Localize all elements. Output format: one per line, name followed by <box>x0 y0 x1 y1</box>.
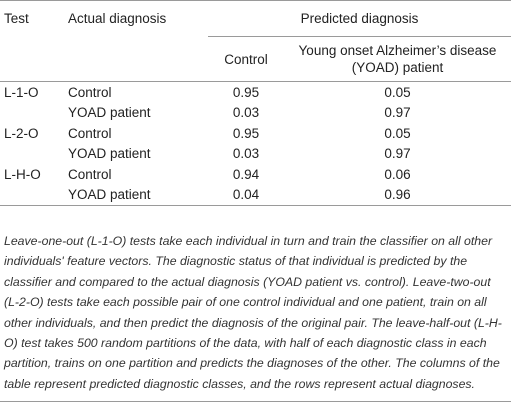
cell-control: 0.03 <box>232 105 260 121</box>
table-row: YOAD patient 0.04 0.96 <box>0 184 511 206</box>
header-empty-test <box>0 36 68 82</box>
cell-test <box>0 103 68 124</box>
cell-actual: YOAD patient <box>68 146 151 162</box>
cell-test <box>0 144 68 165</box>
cell-control: 0.95 <box>232 84 260 100</box>
header-row-2: Control Young onset Alzheimer’s disease … <box>0 36 511 82</box>
header-actual-diagnosis: Actual diagnosis <box>68 10 167 26</box>
cell-yoad: 0.05 <box>384 84 411 100</box>
cell-yoad: 0.97 <box>384 146 411 162</box>
table-row: YOAD patient 0.03 0.97 <box>0 144 511 165</box>
header-predicted-diagnosis: Predicted diagnosis <box>208 0 511 37</box>
cell-test: L-1-O <box>4 84 39 100</box>
cell-yoad: 0.06 <box>384 166 411 182</box>
cell-control: 0.95 <box>232 125 260 141</box>
table-row: L-2-O Control 0.95 0.05 <box>0 123 511 144</box>
cell-actual: YOAD patient <box>68 184 208 206</box>
table-row: YOAD patient 0.03 0.97 <box>0 103 511 124</box>
header-empty-actual <box>68 36 208 82</box>
header-yoad-line2: (YOAD) patient <box>351 60 444 75</box>
cell-test: L-H-O <box>4 166 41 182</box>
cell-control: 0.03 <box>232 146 260 162</box>
cell-test: L-2-O <box>4 125 39 141</box>
cell-actual: YOAD patient <box>68 105 151 121</box>
cell-yoad: 0.96 <box>284 184 511 206</box>
table-caption: Leave-one-out (L-1-O) tests take each in… <box>4 234 502 391</box>
cell-yoad: 0.97 <box>384 105 411 121</box>
cell-actual: Control <box>68 125 112 141</box>
table-row: L-H-O Control 0.94 0.06 <box>0 164 511 185</box>
header-yoad-line1: Young onset Alzheimer’s disease <box>298 43 497 58</box>
header-control: Control <box>208 36 284 82</box>
table-row: L-1-O Control 0.95 0.05 <box>0 82 511 103</box>
results-table: Test Actual diagnosis Predicted diagnosi… <box>0 0 511 206</box>
header-yoad: Young onset Alzheimer’s disease (YOAD) p… <box>284 36 511 82</box>
header-test: Test <box>4 10 29 26</box>
cell-control: 0.04 <box>208 184 284 206</box>
header-row-1: Test Actual diagnosis Predicted diagnosi… <box>0 0 511 37</box>
cell-actual: Control <box>68 166 112 182</box>
cell-actual: Control <box>68 84 112 100</box>
cell-test <box>0 184 68 206</box>
cell-yoad: 0.05 <box>384 125 411 141</box>
cell-control: 0.94 <box>232 166 260 182</box>
